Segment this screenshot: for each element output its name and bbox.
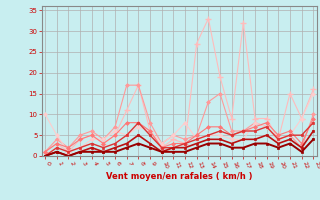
X-axis label: Vent moyen/en rafales ( km/h ): Vent moyen/en rafales ( km/h ) bbox=[106, 172, 252, 181]
